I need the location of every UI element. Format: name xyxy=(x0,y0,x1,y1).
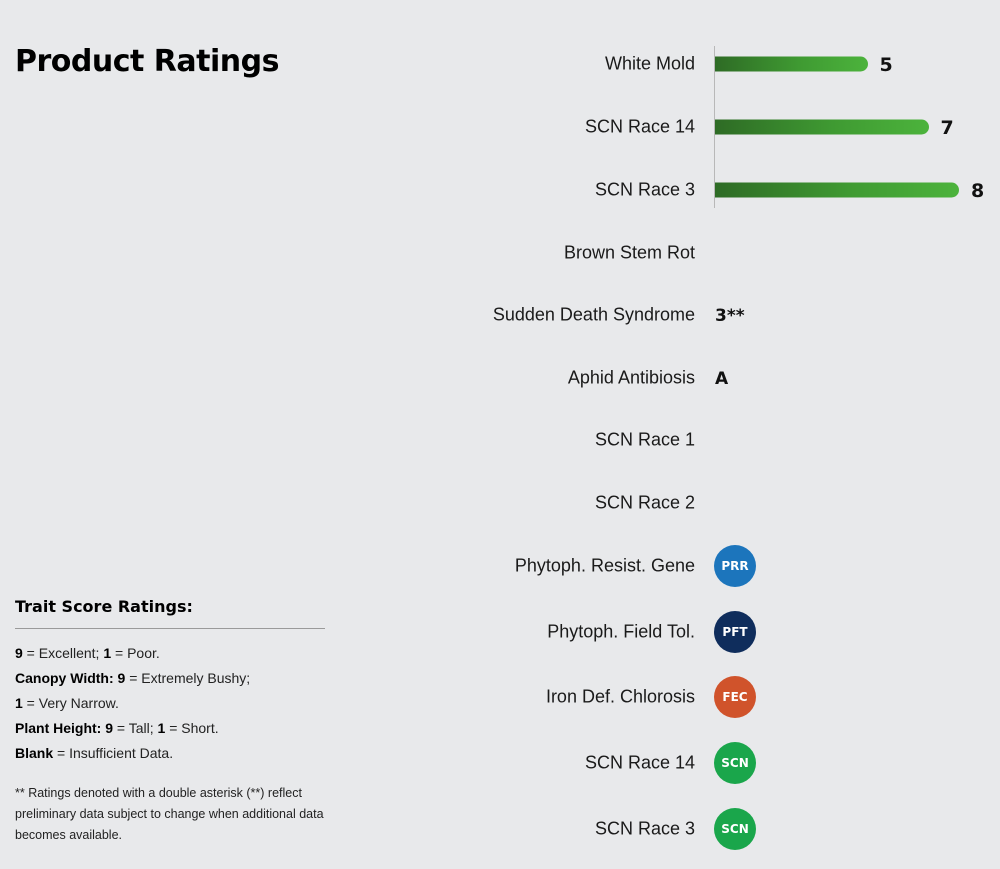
fec-badge-icon: FEC xyxy=(714,676,756,719)
scn-badge-icon: SCN xyxy=(714,807,756,850)
row-label-iron-def-chlorosis: Iron Def. Chlorosis xyxy=(545,686,695,707)
row-label-scn-race-2: SCN Race 2 xyxy=(594,492,695,513)
row-label-phytoph-resist-gene: Phytoph. Resist. Gene xyxy=(514,555,695,576)
rating-bar xyxy=(715,119,929,135)
row-label-brown-stem-rot: Brown Stem Rot xyxy=(563,242,695,262)
rating-bar-value: 7 xyxy=(940,116,954,139)
row-label-sudden-death-syndrome: Sudden Death Syndrome xyxy=(492,304,695,325)
legend-title: Trait Score Ratings: xyxy=(15,597,325,629)
rating-bar xyxy=(715,56,868,72)
legend-line-blank: Blank = Insufficient Data. xyxy=(15,745,174,761)
chart-axis-line xyxy=(714,46,715,208)
legend-line-canopy-low: 1 = Very Narrow. xyxy=(15,695,119,711)
legend-footnote: ** Ratings denoted with a double asteris… xyxy=(15,786,324,842)
row-label-scn-race-3: SCN Race 3 xyxy=(594,818,695,839)
rating-text-value: 3** xyxy=(715,306,745,327)
rating-bar xyxy=(715,182,959,198)
row-label-scn-race-14: SCN Race 14 xyxy=(584,116,695,137)
row-label-white-mold: White Mold xyxy=(604,53,695,74)
row-label-scn-race-3: SCN Race 3 xyxy=(594,179,695,200)
row-label-phytoph-field-tol-: Phytoph. Field Tol. xyxy=(547,621,695,642)
trait-score-legend: Trait Score Ratings: 9 = Excellent; 1 = … xyxy=(15,597,325,846)
rating-text-value: A xyxy=(715,368,729,389)
rating-bar-value: 8 xyxy=(971,179,985,202)
row-label-scn-race-14: SCN Race 14 xyxy=(584,752,695,773)
legend-line-canopy: Canopy Width: 9 = Extremely Bushy; xyxy=(15,670,251,686)
rating-bar-value: 5 xyxy=(879,54,893,76)
legend-line-scale: 9 = Excellent; 1 = Poor. xyxy=(15,645,160,661)
scn-badge-icon: SCN xyxy=(714,742,756,785)
row-label-scn-race-1: SCN Race 1 xyxy=(594,429,695,450)
legend-lines: 9 = Excellent; 1 = Poor. Canopy Width: 9… xyxy=(15,641,325,766)
legend-line-height: Plant Height: 9 = Tall; 1 = Short. xyxy=(15,720,219,736)
page-title: Product Ratings xyxy=(15,44,279,79)
pft-badge-icon: PFT xyxy=(714,610,756,653)
prr-badge-icon: PRR xyxy=(714,545,756,587)
row-label-aphid-antibiosis: Aphid Antibiosis xyxy=(567,367,695,388)
